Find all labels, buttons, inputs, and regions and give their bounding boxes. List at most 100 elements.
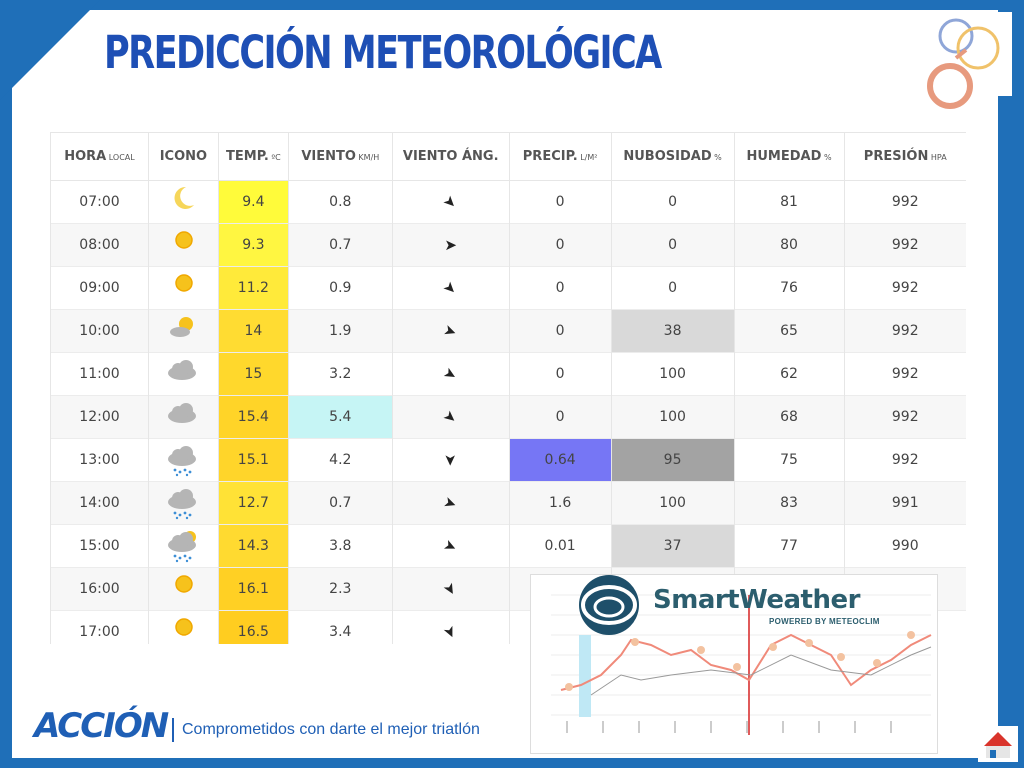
precip-cell: 1.6 <box>508 481 612 525</box>
smartweather-logo-icon <box>579 575 639 635</box>
smartweather-chart <box>551 594 932 735</box>
cloudiness-cell: 100 <box>610 395 735 439</box>
humidity-cell: 76 <box>733 266 845 310</box>
wind-cell: 0.9 <box>287 266 393 310</box>
slogan-separator <box>172 718 174 742</box>
column-header: PRESIÓN HPA <box>843 132 966 181</box>
hour-cell: 08:00 <box>50 223 149 267</box>
wind-cell: 4.2 <box>287 438 393 482</box>
cloudiness-cell: 0 <box>610 180 735 224</box>
wind-angle-cell: ➤ <box>391 266 510 310</box>
precip-cell: 0.64 <box>508 438 612 482</box>
icon-cell <box>147 524 219 568</box>
humidity-cell: 62 <box>733 352 845 396</box>
wind-direction-icon: ➤ <box>439 277 462 299</box>
cloudiness-cell: 0 <box>610 223 735 267</box>
wind-direction-icon: ➤ <box>441 453 460 467</box>
icon-cell <box>147 352 219 396</box>
pressure-cell: 992 <box>843 309 966 353</box>
cloudiness-cell: 37 <box>610 524 735 568</box>
precip-cell: 0.01 <box>508 524 612 568</box>
wind-direction-icon: ➤ <box>439 622 462 642</box>
wind-direction-icon: ➤ <box>441 320 460 342</box>
wind-direction-icon: ➤ <box>439 191 462 213</box>
wind-angle-cell: ➤ <box>391 567 510 611</box>
sun-icon <box>166 274 200 309</box>
rain-sun-cloud-icon <box>166 531 200 567</box>
pressure-cell: 992 <box>843 395 966 439</box>
table-row: 10:00 14 1.9 ➤ 0 38 65 992 <box>50 309 966 353</box>
pressure-cell: 992 <box>843 438 966 482</box>
hour-cell: 13:00 <box>50 438 149 482</box>
slide-frame-left <box>0 0 12 768</box>
hour-cell: 11:00 <box>50 352 149 396</box>
smartweather-name: SmartWeather <box>653 585 860 615</box>
forecast-table: HORA LOCAL ICONO TEMP. ºC VIENTO KM/H VIENTO… <box>50 132 978 644</box>
pressure-cell: 992 <box>843 352 966 396</box>
slogan: Comprometidos con darte el mejor triatló… <box>182 721 480 738</box>
triatlon-logo-icon <box>978 726 1018 762</box>
wind-angle-cell: ➤ <box>391 481 510 525</box>
precip-cell: 0 <box>508 223 612 267</box>
pressure-cell: 992 <box>843 266 966 310</box>
cloudiness-cell: 100 <box>610 352 735 396</box>
slide-frame-bottom <box>0 758 1024 768</box>
cloudiness-cell: 0 <box>610 266 735 310</box>
rain-cloud-icon <box>166 489 200 524</box>
temp-cell: 9.4 <box>217 180 289 224</box>
table-row: 14:00 12.7 0.7 ➤ 1.6 100 83 991 <box>50 481 966 525</box>
table-header-row: HORA LOCAL ICONO TEMP. ºC VIENTO KM/H VIENTO… <box>50 132 966 181</box>
table-row: 12:00 15.4 5.4 ➤ 0 100 68 992 <box>50 395 966 439</box>
hour-cell: 14:00 <box>50 481 149 525</box>
column-header: HORA LOCAL <box>50 132 149 181</box>
precip-cell: 0 <box>508 266 612 310</box>
column-header: PRECIP. L/M² <box>508 132 612 181</box>
icon-cell <box>147 610 219 644</box>
wind-angle-cell: ➤ <box>391 352 510 396</box>
rain-cloud-icon <box>166 446 200 481</box>
precip-cell: 0 <box>508 180 612 224</box>
slide-frame-top <box>0 0 1024 10</box>
accion-logo: ACCIÓN <box>34 706 169 746</box>
temp-cell: 11.2 <box>217 266 289 310</box>
humidity-cell: 80 <box>733 223 845 267</box>
wind-cell: 3.2 <box>287 352 393 396</box>
hour-cell: 16:00 <box>50 567 149 611</box>
wind-cell: 0.7 <box>287 481 393 525</box>
temp-cell: 14 <box>217 309 289 353</box>
title-bar <box>92 12 1012 96</box>
icon-cell <box>147 223 219 267</box>
slide-frame-right <box>998 0 1024 768</box>
table-row: 09:00 11.2 0.9 ➤ 0 0 76 992 <box>50 266 966 310</box>
wind-cell: 0.7 <box>287 223 393 267</box>
table-row: 07:00 9.4 0.8 ➤ 0 0 81 992 <box>50 180 966 224</box>
column-header: VIENTO KM/H <box>287 132 393 181</box>
slide-frame-corner <box>0 0 100 100</box>
footer-area <box>12 680 522 758</box>
column-header: NUBOSIDAD % <box>610 132 735 181</box>
precip-cell: 0 <box>508 352 612 396</box>
wind-angle-cell: ➤ <box>391 524 510 568</box>
cloud-icon <box>166 360 200 395</box>
icon-cell <box>147 567 219 611</box>
column-header: VIENTO ÁNG. <box>391 132 510 181</box>
precip-cell: 0 <box>508 395 612 439</box>
moon-icon <box>166 186 200 223</box>
humidity-cell: 77 <box>733 524 845 568</box>
sun-icon <box>166 575 200 610</box>
hour-cell: 17:00 <box>50 610 149 644</box>
temp-cell: 9.3 <box>217 223 289 267</box>
wind-angle-cell: ➤ <box>391 180 510 224</box>
temp-cell: 15.1 <box>217 438 289 482</box>
wind-cell: 1.9 <box>287 309 393 353</box>
icon-cell <box>147 395 219 439</box>
humidity-cell: 65 <box>733 309 845 353</box>
temp-cell: 16.5 <box>217 610 289 644</box>
precip-cell: 0 <box>508 309 612 353</box>
icon-cell <box>147 309 219 353</box>
humidity-cell: 75 <box>733 438 845 482</box>
wind-direction-icon: ➤ <box>441 492 460 514</box>
wind-direction-icon: ➤ <box>439 579 462 599</box>
sun-icon <box>166 231 200 266</box>
temp-cell: 15 <box>217 352 289 396</box>
